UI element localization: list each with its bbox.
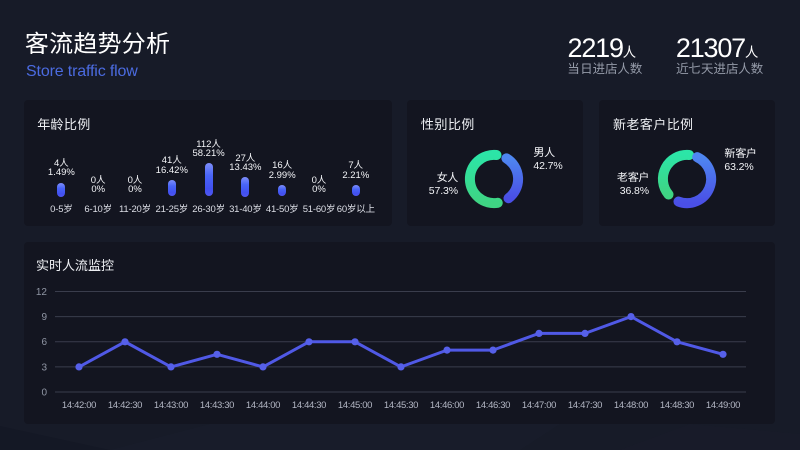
svg-text:12: 12 <box>36 286 48 297</box>
svg-text:3: 3 <box>41 362 47 373</box>
svg-text:0: 0 <box>41 387 47 398</box>
svg-text:6: 6 <box>41 337 47 348</box>
svg-text:9: 9 <box>41 312 47 323</box>
